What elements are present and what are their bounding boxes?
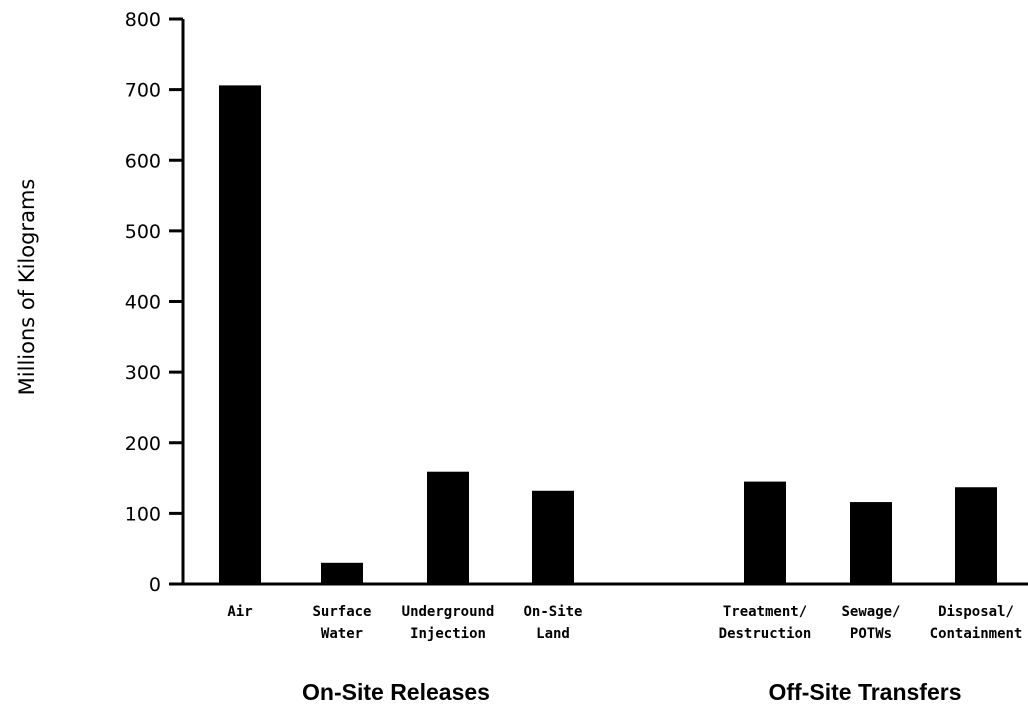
x-category-label-line: Underground xyxy=(402,604,495,620)
bars xyxy=(219,85,997,584)
bar xyxy=(955,487,997,584)
x-category-label: Surface Water xyxy=(312,604,371,642)
bar xyxy=(219,85,261,584)
x-category-label: On-Site Land xyxy=(523,604,582,642)
y-ticks: 0 100 200 300 400 500 600 700 800 xyxy=(125,9,183,596)
y-tick-label: 100 xyxy=(125,503,161,525)
y-tick-label: 700 xyxy=(125,80,161,102)
x-category-label-line: Disposal/ xyxy=(938,604,1014,620)
y-tick-label: 600 xyxy=(125,150,161,172)
x-category-label: Disposal/Containment xyxy=(930,604,1023,642)
y-tick-label: 0 xyxy=(149,574,161,596)
x-category-label: Sewage/POTWs xyxy=(841,604,900,642)
y-tick-label: 200 xyxy=(125,433,161,455)
x-category-label-line: Sewage/ xyxy=(841,604,900,620)
x-category-label: Treatment/Destruction xyxy=(719,604,812,642)
x-category-label: Air xyxy=(227,604,252,620)
bar xyxy=(744,482,786,584)
bar xyxy=(532,491,574,584)
x-category-label-line: Surface xyxy=(312,604,371,620)
x-category-label-line: Injection xyxy=(410,626,486,642)
x-category-label-line: Water xyxy=(321,626,363,642)
x-group-label: Off-Site Transfers xyxy=(769,679,962,705)
bar xyxy=(321,563,363,584)
bar xyxy=(850,502,892,584)
y-tick-label: 400 xyxy=(125,292,161,314)
x-category-label-line: Land xyxy=(536,626,570,642)
y-axis-label: Millions of Kilograms xyxy=(15,179,39,396)
category-labels: Air Surface Water Underground Injection On-Si… xyxy=(227,604,1022,642)
bar xyxy=(427,472,469,584)
y-tick-label: 500 xyxy=(125,221,161,243)
group-labels: On-Site Releases Off-Site Transfers xyxy=(302,679,961,705)
x-category-label-line: Air xyxy=(227,604,252,620)
x-category-label-line: Treatment/ xyxy=(723,604,807,620)
y-tick-label: 800 xyxy=(125,9,161,31)
x-category-label-line: Destruction xyxy=(719,626,812,642)
x-category-label: Underground Injection xyxy=(402,604,495,642)
x-category-label-line: On-Site xyxy=(523,604,582,620)
x-category-label-line: Containment xyxy=(930,626,1023,642)
x-group-label: On-Site Releases xyxy=(302,679,490,705)
axes xyxy=(169,19,1028,584)
x-category-label-line: POTWs xyxy=(850,626,892,642)
y-tick-label: 300 xyxy=(125,362,161,384)
